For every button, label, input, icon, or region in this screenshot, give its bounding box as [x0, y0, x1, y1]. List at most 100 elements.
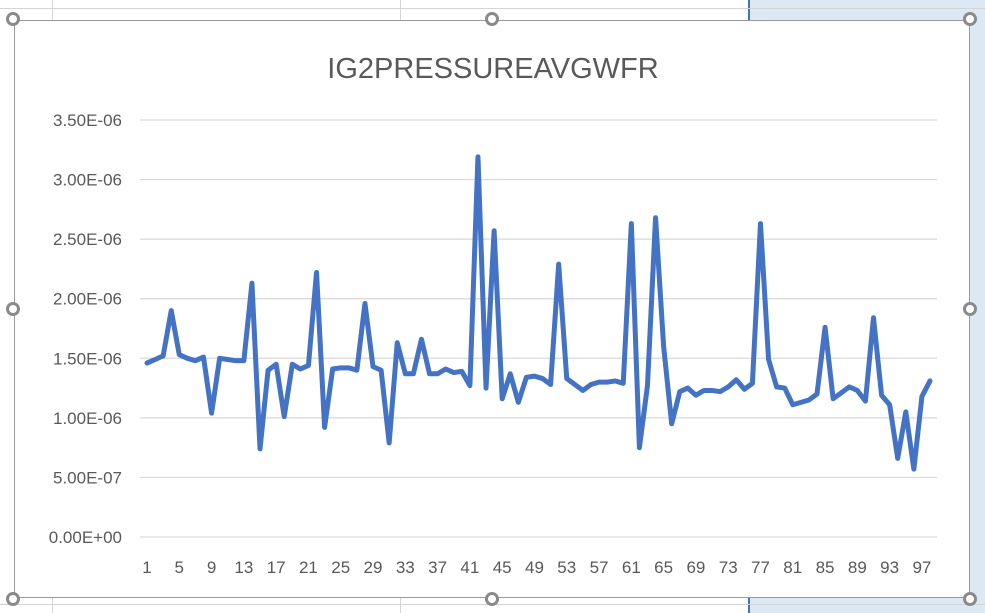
data-point[interactable]	[621, 381, 626, 386]
data-point[interactable]	[411, 371, 416, 376]
data-point[interactable]	[790, 402, 795, 407]
resize-handle-bottom-right[interactable]	[963, 592, 977, 606]
data-point[interactable]	[492, 228, 497, 233]
data-point[interactable]	[540, 376, 545, 381]
data-point[interactable]	[798, 400, 803, 405]
data-point[interactable]	[532, 374, 537, 379]
data-point[interactable]	[734, 377, 739, 382]
data-point[interactable]	[484, 386, 489, 391]
data-point[interactable]	[346, 365, 351, 370]
chart-title[interactable]: IG2PRESSUREAVGWFR	[327, 53, 658, 85]
data-point[interactable]	[814, 392, 819, 397]
data-point[interactable]	[742, 387, 747, 392]
data-point[interactable]	[863, 399, 868, 404]
data-point[interactable]	[185, 356, 190, 361]
data-point[interactable]	[153, 357, 158, 362]
data-point[interactable]	[217, 356, 222, 361]
data-point[interactable]	[177, 352, 182, 357]
data-point[interactable]	[580, 388, 585, 393]
data-point[interactable]	[637, 445, 642, 450]
resize-handle-left[interactable]	[6, 302, 20, 316]
data-point[interactable]	[298, 367, 303, 372]
data-point[interactable]	[726, 384, 731, 389]
data-point[interactable]	[322, 425, 327, 430]
data-point[interactable]	[548, 382, 553, 387]
data-point[interactable]	[516, 400, 521, 405]
data-point[interactable]	[693, 393, 698, 398]
data-point[interactable]	[233, 358, 238, 363]
data-point[interactable]	[685, 386, 690, 391]
data-point[interactable]	[831, 396, 836, 401]
data-point[interactable]	[871, 315, 876, 320]
data-point[interactable]	[919, 394, 924, 399]
data-point[interactable]	[201, 355, 206, 360]
data-point[interactable]	[258, 446, 263, 451]
data-point[interactable]	[274, 362, 279, 367]
data-point[interactable]	[572, 382, 577, 387]
data-point[interactable]	[508, 371, 513, 376]
data-point[interactable]	[653, 215, 658, 220]
data-point[interactable]	[605, 380, 610, 385]
data-point[interactable]	[766, 357, 771, 362]
data-point[interactable]	[282, 414, 287, 419]
data-point[interactable]	[710, 388, 715, 393]
data-point[interactable]	[701, 388, 706, 393]
data-point[interactable]	[306, 363, 311, 368]
chart-area[interactable]: IG2PRESSUREAVGWFR 0.00E+00 5.00E-07 1.00E-…	[14, 20, 970, 598]
data-point[interactable]	[395, 340, 400, 345]
data-point[interactable]	[451, 370, 456, 375]
data-point[interactable]	[419, 337, 424, 342]
data-point[interactable]	[314, 270, 319, 275]
resize-handle-bottom[interactable]	[485, 592, 499, 606]
data-point[interactable]	[839, 390, 844, 395]
data-point[interactable]	[443, 367, 448, 372]
data-point[interactable]	[823, 325, 828, 330]
data-point[interactable]	[145, 361, 150, 366]
series-line[interactable]	[144, 154, 933, 472]
data-point[interactable]	[225, 357, 230, 362]
data-point[interactable]	[911, 467, 916, 472]
data-point[interactable]	[847, 384, 852, 389]
data-point[interactable]	[750, 381, 755, 386]
data-point[interactable]	[241, 358, 246, 363]
data-point[interactable]	[209, 411, 214, 416]
data-point[interactable]	[855, 388, 860, 393]
data-point[interactable]	[524, 375, 529, 380]
data-point[interactable]	[467, 383, 472, 388]
data-point[interactable]	[613, 378, 618, 383]
data-point[interactable]	[169, 308, 174, 313]
data-point[interactable]	[597, 380, 602, 385]
data-point[interactable]	[427, 371, 432, 376]
data-point[interactable]	[387, 440, 392, 445]
data-point[interactable]	[895, 456, 900, 461]
resize-handle-bottom-left[interactable]	[6, 592, 20, 606]
data-point[interactable]	[290, 362, 295, 367]
data-point[interactable]	[354, 368, 359, 373]
data-point[interactable]	[588, 382, 593, 387]
data-point[interactable]	[879, 393, 884, 398]
data-point[interactable]	[928, 378, 933, 383]
data-point[interactable]	[629, 221, 634, 226]
data-point[interactable]	[661, 344, 666, 349]
data-point[interactable]	[330, 367, 335, 372]
data-point[interactable]	[435, 371, 440, 376]
data-point[interactable]	[677, 389, 682, 394]
data-point[interactable]	[362, 301, 367, 306]
resize-handle-right[interactable]	[963, 302, 977, 316]
data-point[interactable]	[556, 262, 561, 267]
resize-handle-top-right[interactable]	[963, 12, 977, 26]
data-point[interactable]	[249, 281, 254, 286]
data-point[interactable]	[782, 386, 787, 391]
data-point[interactable]	[403, 371, 408, 376]
data-point[interactable]	[669, 421, 674, 426]
data-point[interactable]	[371, 364, 376, 369]
data-point[interactable]	[161, 353, 166, 358]
resize-handle-top[interactable]	[485, 12, 499, 26]
data-point[interactable]	[338, 365, 343, 370]
data-point[interactable]	[774, 384, 779, 389]
data-point[interactable]	[645, 383, 650, 388]
data-point[interactable]	[500, 396, 505, 401]
data-point[interactable]	[903, 409, 908, 414]
data-point[interactable]	[806, 397, 811, 402]
data-point[interactable]	[564, 376, 569, 381]
